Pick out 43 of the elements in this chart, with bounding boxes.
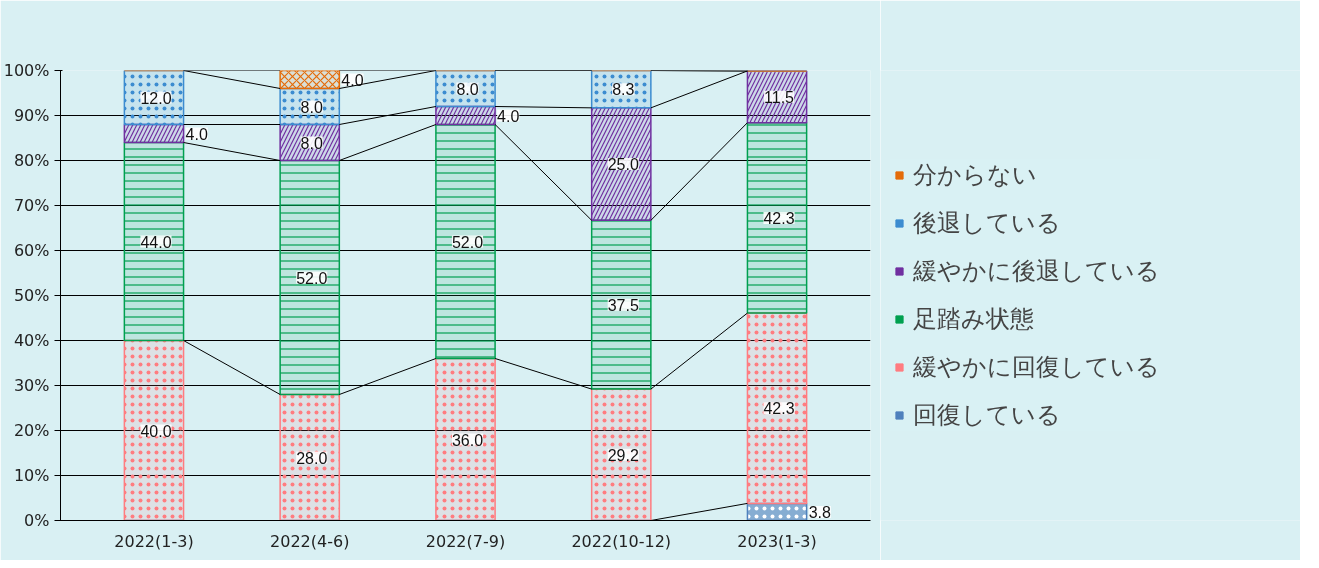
data-label: 8.0 (300, 134, 323, 152)
y-tick-label: 60% (13, 241, 50, 260)
x-tick-label: 2022(4-6) (270, 531, 350, 551)
data-label: 12.0 (140, 89, 172, 107)
legend-label: 緩やかに回復している (913, 352, 1160, 383)
data-label: 42.3 (763, 209, 795, 227)
data-label: 37.5 (607, 296, 639, 314)
data-label: 4.0 (341, 71, 364, 89)
data-label: 8.0 (456, 80, 479, 98)
y-tick-label: 20% (13, 421, 50, 440)
data-label: 29.2 (607, 446, 639, 464)
data-label: 42.3 (763, 400, 795, 418)
data-label: 3.8 (808, 503, 831, 521)
data-label: 4.0 (185, 125, 208, 143)
data-label: 25.0 (607, 156, 639, 174)
data-label: 8.0 (300, 98, 323, 116)
y-tick-label: 50% (13, 286, 50, 305)
y-tick-label: 30% (13, 376, 50, 395)
data-label: 36.0 (451, 431, 484, 449)
x-tick-label: 2022(7-9) (425, 531, 506, 551)
y-tick-label: 0% (24, 511, 50, 530)
x-tick-label: 2023(1-3) (737, 531, 817, 551)
legend-label: 分からない (913, 160, 1037, 191)
y-tick-label: 40% (13, 331, 50, 350)
y-tick-label: 10% (13, 466, 50, 485)
legend-label: 後退している (913, 208, 1061, 239)
y-tick-label: 80% (13, 151, 50, 170)
y-tick-label: 100% (3, 61, 50, 80)
x-tick-label: 2022(10-12) (571, 531, 672, 551)
legend-label: 緩やかに後退している (913, 256, 1160, 287)
data-label: 8.3 (612, 81, 635, 99)
data-label: 4.0 (497, 107, 520, 125)
y-tick-label: 90% (13, 106, 50, 125)
data-label: 28.0 (296, 449, 328, 467)
data-label: 11.5 (764, 88, 795, 106)
data-label: 44.0 (140, 233, 172, 251)
data-label: 52.0 (451, 233, 484, 251)
legend-label: 足踏み状態 (913, 304, 1034, 335)
legend-label: 回復している (913, 400, 1061, 431)
x-tick-label: 2022(1-3) (114, 531, 194, 551)
data-label: 52.0 (296, 269, 328, 287)
y-tick-label: 70% (13, 196, 50, 215)
data-label: 40.0 (140, 422, 172, 440)
